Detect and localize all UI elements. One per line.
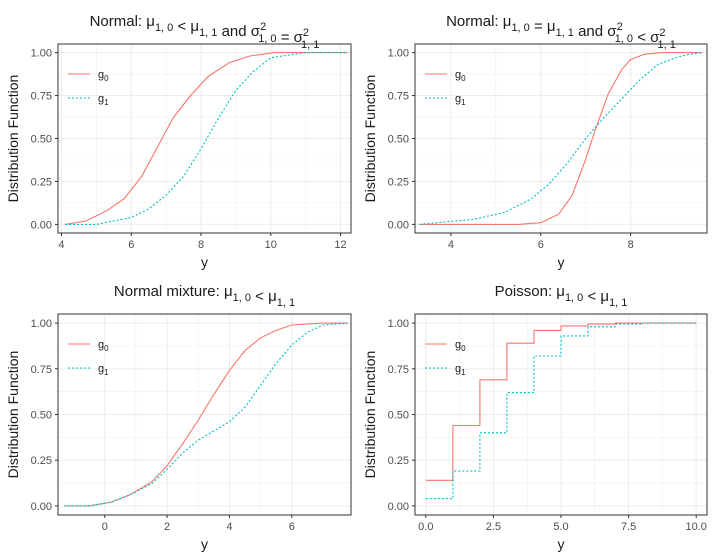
y-tick-label: 0.25: [31, 455, 52, 467]
x-tick-label: 2: [164, 521, 170, 533]
x-tick-label: 7.5: [621, 521, 636, 533]
y-tick-label: 0.75: [388, 91, 409, 103]
x-tick-label: 6: [538, 239, 544, 251]
panel-title: Normal mixture: μ1, 0 < μ1, 1: [114, 283, 295, 309]
y-tick-label: 0.75: [388, 364, 409, 376]
y-tick-label: 0.50: [388, 134, 409, 146]
x-tick-label: 0: [102, 521, 108, 533]
panel-3: 0.00 0.25 0.50 0.75 1.00 0 2 4 6 g0 g1 Normal mixtu…: [5, 283, 352, 552]
panel-1: 0.00 0.25 0.50 0.75 1.00 4 6 8 10 12 g0 g1 Normal: μ…: [5, 13, 352, 270]
x-tick-label: 5.0: [553, 521, 568, 533]
series-line-g0: [425, 322, 697, 481]
legend-label-g0: g0: [98, 339, 109, 353]
legend-label-g1: g1: [455, 93, 466, 107]
x-tick-label: 0.0: [418, 521, 433, 533]
series-line-g1: [419, 52, 703, 225]
legend-label-g0: g0: [98, 69, 109, 83]
y-tick-label: 0.75: [31, 91, 52, 103]
x-axis-label: y: [201, 254, 208, 270]
series-line-g1: [65, 52, 348, 225]
panel-2: 0.00 0.25 0.50 0.75 1.00 4 6 8 g0 g1 Normal: μ1, 0…: [362, 13, 708, 270]
x-axis-label: y: [558, 536, 565, 552]
series-line-g1: [425, 322, 697, 500]
legend-label-g0: g0: [455, 69, 466, 83]
panel-4: 0.00 0.25 0.50 0.75 1.00 0.0 2.5 5.0 7.5 10.0 g0 g1…: [362, 283, 708, 552]
panel-title: Normal: μ1, 0 < μ1, 1 and σ2 1, 0 = σ2 1, …: [90, 13, 320, 51]
x-tick-label: 8: [198, 239, 204, 251]
y-tick-label: 0.25: [388, 455, 409, 467]
x-tick-label: 4: [448, 239, 454, 251]
series-line-g1: [64, 322, 348, 507]
panel-border: [57, 43, 352, 234]
panel-border: [414, 43, 708, 234]
y-tick-label: 0.00: [388, 219, 409, 231]
series-line-g0: [64, 52, 348, 225]
y-axis-label: Distribution Function: [362, 351, 378, 479]
x-tick-label: 4: [226, 521, 232, 533]
y-tick-label: 0.00: [388, 501, 409, 513]
y-tick-label: 1.00: [31, 318, 52, 330]
y-tick-label: 0.50: [31, 410, 52, 422]
x-tick-label: 12: [334, 239, 346, 251]
y-tick-label: 0.25: [31, 176, 52, 188]
x-axis-label: y: [558, 254, 565, 270]
x-tick-label: 8: [628, 239, 634, 251]
series-line-g0: [419, 52, 703, 225]
y-tick-label: 1.00: [388, 48, 409, 60]
y-axis-label: Distribution Function: [5, 351, 21, 479]
y-tick-label: 1.00: [31, 48, 52, 60]
legend-label-g1: g1: [455, 363, 466, 377]
y-tick-label: 0.00: [31, 219, 52, 231]
x-tick-label: 2.5: [486, 521, 501, 533]
x-tick-label: 6: [289, 521, 295, 533]
x-tick-label: 10: [265, 239, 277, 251]
legend-label-g0: g0: [455, 339, 466, 353]
y-tick-label: 0.75: [31, 364, 52, 376]
panel-title: Poisson: μ1, 0 < μ1, 1: [495, 283, 628, 309]
y-tick-label: 0.00: [31, 501, 52, 513]
x-tick-label: 6: [128, 239, 134, 251]
x-tick-label: 10.0: [685, 521, 706, 533]
legend-label-g1: g1: [98, 93, 109, 107]
y-tick-label: 1.00: [388, 318, 409, 330]
x-tick-label: 4: [58, 239, 64, 251]
y-tick-label: 0.50: [31, 134, 52, 146]
y-tick-label: 0.50: [388, 410, 409, 422]
panel-border: [57, 313, 352, 516]
legend-label-g1: g1: [98, 363, 109, 377]
y-axis-label: Distribution Function: [5, 75, 21, 203]
y-axis-label: Distribution Function: [362, 75, 378, 203]
x-axis-label: y: [201, 536, 208, 552]
panel-title: Normal: μ1, 0 = μ1, 1 and σ2 1, 0 < σ2 1, …: [446, 13, 676, 51]
panel-border: [414, 313, 708, 516]
y-tick-label: 0.25: [388, 176, 409, 188]
